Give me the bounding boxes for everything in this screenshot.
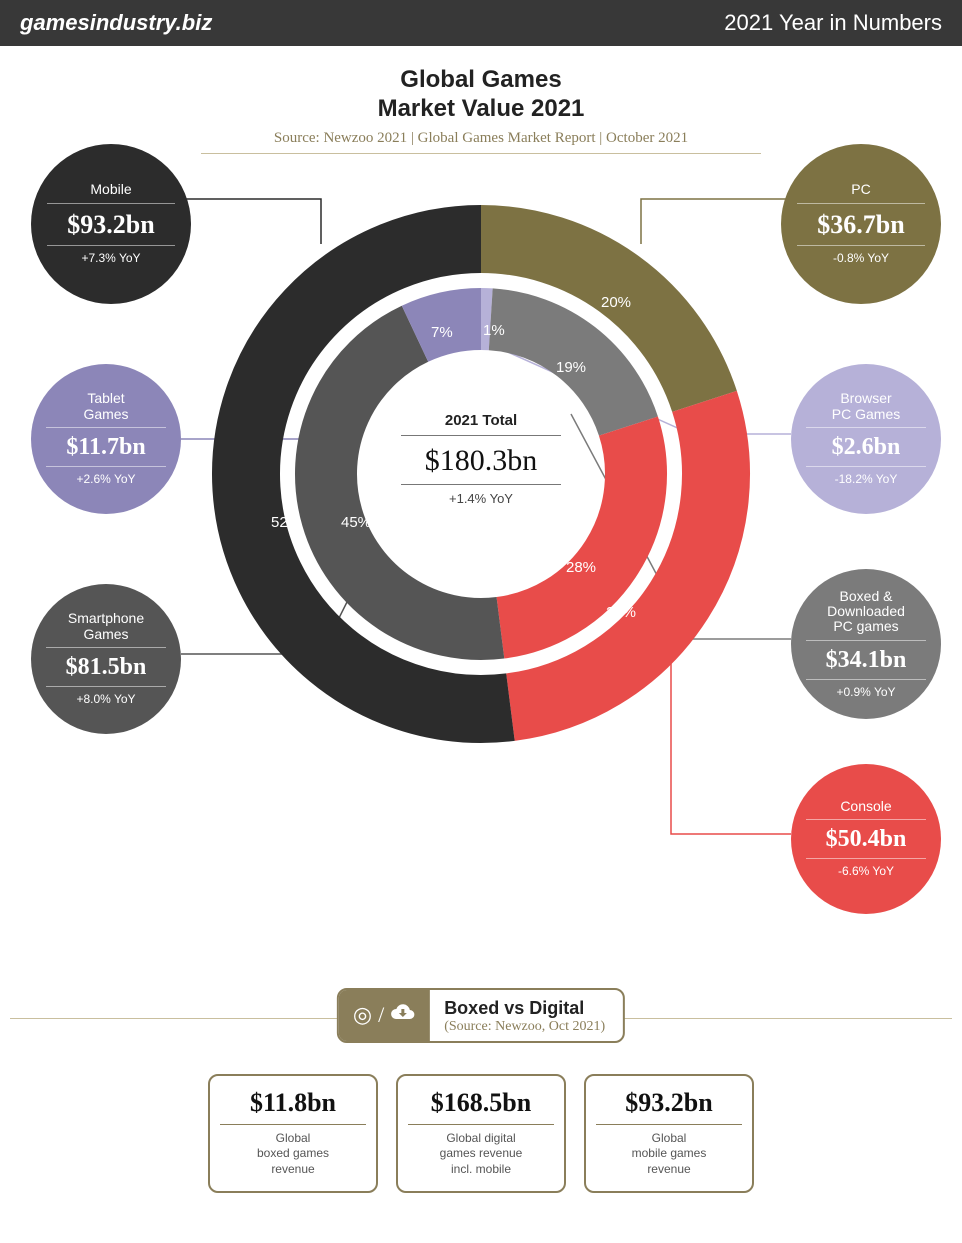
- pct-label-outer_mobile: 52%: [271, 514, 301, 531]
- bubble-title: TabletGames: [46, 391, 166, 428]
- center-total-label: 2021 Total: [401, 412, 561, 436]
- boxed-vs-digital-title: Boxed vs Digital: [444, 998, 605, 1019]
- stat-card-0: $11.8bn Globalboxed gamesrevenue: [208, 1074, 378, 1194]
- bubble-title: Mobile: [47, 182, 175, 203]
- stat-value: $11.8bn: [220, 1088, 366, 1125]
- center-total-value: $180.3bn: [401, 436, 561, 485]
- bubble-value: $50.4bn: [806, 820, 926, 859]
- stat-card-1: $168.5bn Global digitalgames revenueincl.…: [396, 1074, 566, 1194]
- stat-value: $93.2bn: [596, 1088, 742, 1125]
- chart-title-line1: Global Games: [400, 66, 561, 93]
- bubble-title: BrowserPC Games: [806, 391, 926, 428]
- pct-label-inner_boxed: 19%: [556, 359, 586, 376]
- page-title: 2021 Year in Numbers: [724, 10, 942, 36]
- bubble-yoy: -18.2% YoY: [835, 467, 898, 486]
- bubble-browser: BrowserPC Games$2.6bn-18.2% YoY: [791, 364, 941, 514]
- donut-chart-area: 2021 Total $180.3bn +1.4% YoY 20% 28% 52% 1…: [11, 154, 951, 974]
- bubble-yoy: -0.8% YoY: [833, 246, 889, 265]
- stat-label: Global digitalgames revenueincl. mobile: [408, 1131, 554, 1178]
- bubble-yoy: +7.3% YoY: [81, 246, 140, 265]
- bubble-smart: SmartphoneGames$81.5bn+8.0% YoY: [31, 584, 181, 734]
- bubble-title: Boxed &DownloadedPC games: [806, 589, 926, 641]
- chart-title-line2: Market Value 2021: [378, 95, 585, 122]
- pct-label-outer_console: 28%: [606, 604, 636, 621]
- section-divider: ◎ / Boxed vs Digital (Source: Newzoo, Oc…: [10, 984, 952, 1054]
- bubble-yoy: -6.6% YoY: [838, 859, 894, 878]
- stat-card-2: $93.2bn Globalmobile gamesrevenue: [584, 1074, 754, 1194]
- bubble-title: Console: [806, 799, 926, 820]
- boxed-vs-digital-source: (Source: Newzoo, Oct 2021): [444, 1019, 605, 1035]
- bubble-tablet: TabletGames$11.7bn+2.6% YoY: [31, 364, 181, 514]
- bubble-value: $34.1bn: [806, 641, 926, 680]
- center-total-yoy: +1.4% YoY: [401, 485, 561, 506]
- pill-icons: ◎ /: [339, 990, 430, 1041]
- slash-icon: /: [378, 1002, 384, 1028]
- cloud-download-icon: [390, 1002, 416, 1028]
- bubble-mobile: Mobile$93.2bn+7.3% YoY: [31, 144, 191, 304]
- pct-label-outer_pc: 20%: [601, 294, 631, 311]
- boxed-vs-digital-pill: ◎ / Boxed vs Digital (Source: Newzoo, Oc…: [337, 988, 625, 1043]
- bubble-boxed: Boxed &DownloadedPC games$34.1bn+0.9% Yo…: [791, 569, 941, 719]
- chart-source: Source: Newzoo 2021 | Global Games Marke…: [201, 130, 761, 154]
- bubble-yoy: +2.6% YoY: [76, 467, 135, 486]
- stat-value: $168.5bn: [408, 1088, 554, 1125]
- stat-row: $11.8bn Globalboxed gamesrevenue $168.5bn G…: [10, 1074, 952, 1194]
- bubble-value: $36.7bn: [797, 204, 925, 246]
- site-name: gamesindustry.biz: [20, 10, 212, 36]
- pill-text: Boxed vs Digital (Source: Newzoo, Oct 20…: [430, 990, 623, 1041]
- bubble-value: $2.6bn: [806, 428, 926, 467]
- stat-label: Globalmobile gamesrevenue: [596, 1131, 742, 1178]
- header-bar: gamesindustry.biz 2021 Year in Numbers: [0, 0, 962, 46]
- bubble-title: PC: [797, 182, 925, 203]
- disc-icon: ◎: [353, 1002, 372, 1028]
- content: Global Games Market Value 2021 Source: N…: [0, 46, 962, 1233]
- bubble-yoy: +0.9% YoY: [836, 680, 895, 699]
- pct-label-inner_smart: 45%: [341, 514, 371, 531]
- bubble-yoy: +8.0% YoY: [76, 687, 135, 706]
- bubble-console: Console$50.4bn-6.6% YoY: [791, 764, 941, 914]
- bubble-pc: PC$36.7bn-0.8% YoY: [781, 144, 941, 304]
- pct-label-inner_console: 28%: [566, 559, 596, 576]
- chart-title: Global Games Market Value 2021: [10, 66, 952, 124]
- bubble-value: $93.2bn: [47, 204, 175, 246]
- stat-label: Globalboxed gamesrevenue: [220, 1131, 366, 1178]
- bubble-title: SmartphoneGames: [46, 611, 166, 648]
- pct-label-inner_tablet: 7%: [431, 324, 453, 341]
- center-total-block: 2021 Total $180.3bn +1.4% YoY: [401, 412, 561, 506]
- pct-label-inner_browser: 1%: [483, 322, 505, 339]
- bubble-value: $11.7bn: [46, 428, 166, 467]
- bubble-value: $81.5bn: [46, 648, 166, 687]
